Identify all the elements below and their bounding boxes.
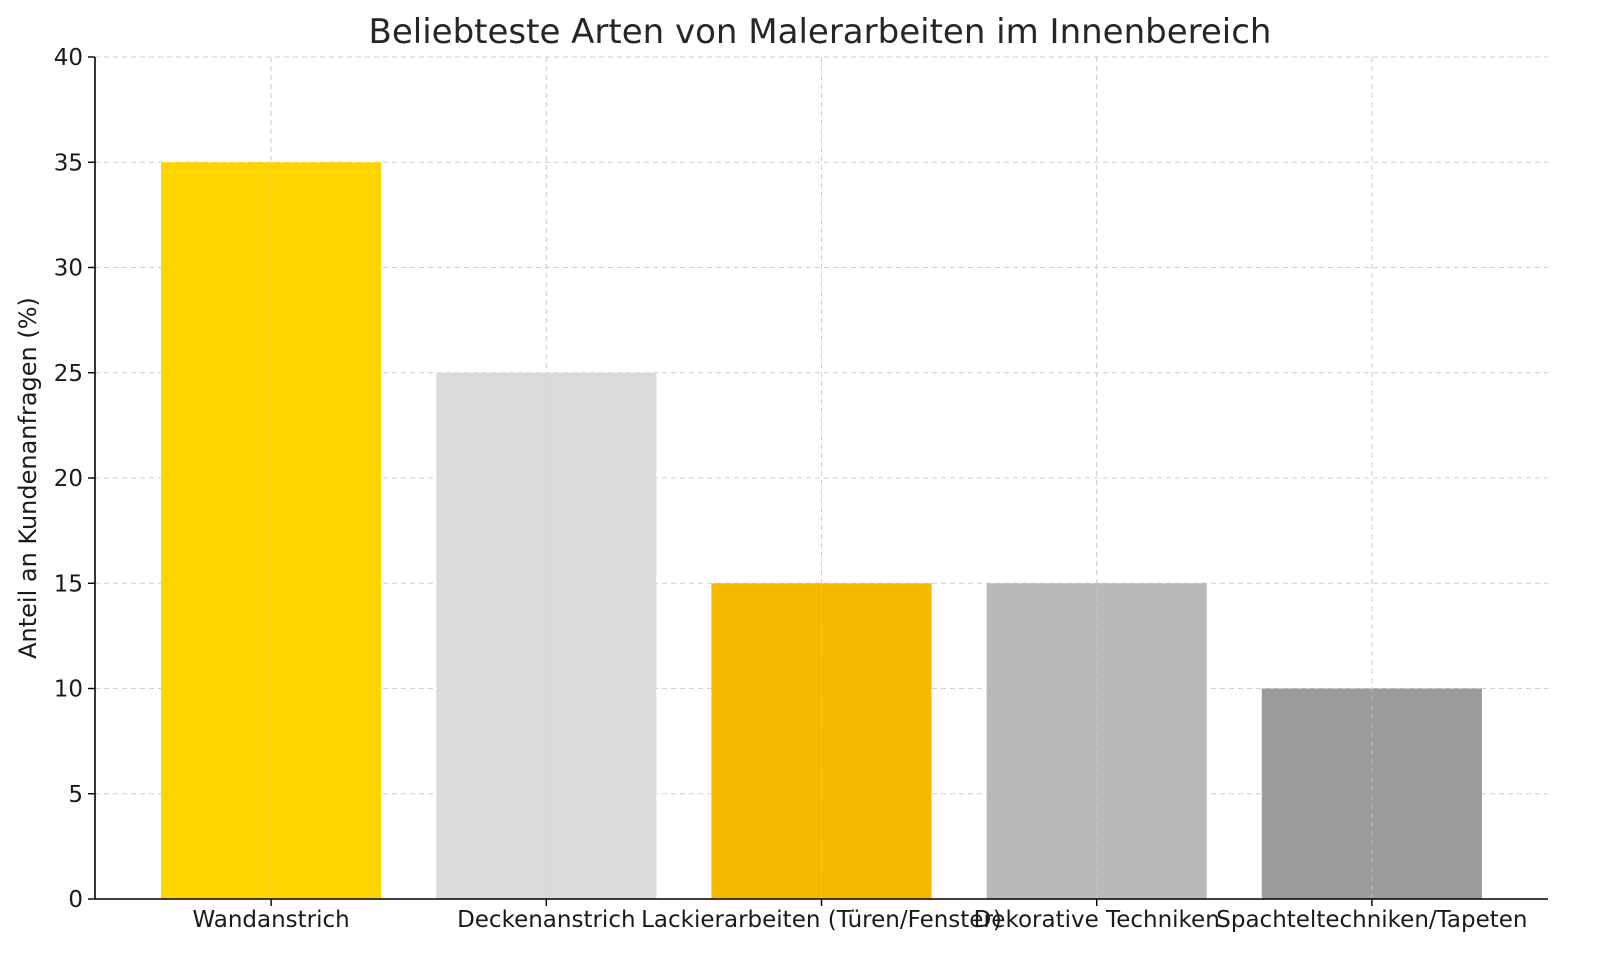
y-tick-label: 5 (68, 782, 83, 808)
x-tick-label: Spachteltechniken/Tapeten (1216, 907, 1527, 933)
y-tick-label: 0 (68, 887, 83, 913)
x-tick-label: Dekorative Techniken (974, 907, 1220, 933)
y-tick-label: 40 (54, 45, 83, 71)
y-tick-label: 30 (54, 256, 83, 282)
x-tick-label: Wandanstrich (192, 907, 349, 933)
x-tick-label: Lackierarbeiten (Türen/Fenster) (641, 907, 1002, 933)
x-ticks: Wandanstrich Deckenanstrich Lackierarbeite… (192, 899, 1528, 933)
x-tick-label: Deckenanstrich (457, 907, 635, 933)
y-tick-label: 25 (54, 361, 83, 387)
y-tick-label: 15 (54, 571, 83, 597)
y-tick-label: 10 (54, 677, 83, 703)
y-ticks: 0 5 10 15 20 25 30 35 40 (54, 45, 95, 913)
bars (161, 57, 1482, 899)
y-tick-label: 35 (54, 150, 83, 176)
y-tick-label: 20 (54, 466, 83, 492)
y-axis-label: Anteil an Kundenanfragen (%) (14, 297, 42, 659)
chart-title: Beliebteste Arten von Malerarbeiten im I… (369, 12, 1272, 52)
